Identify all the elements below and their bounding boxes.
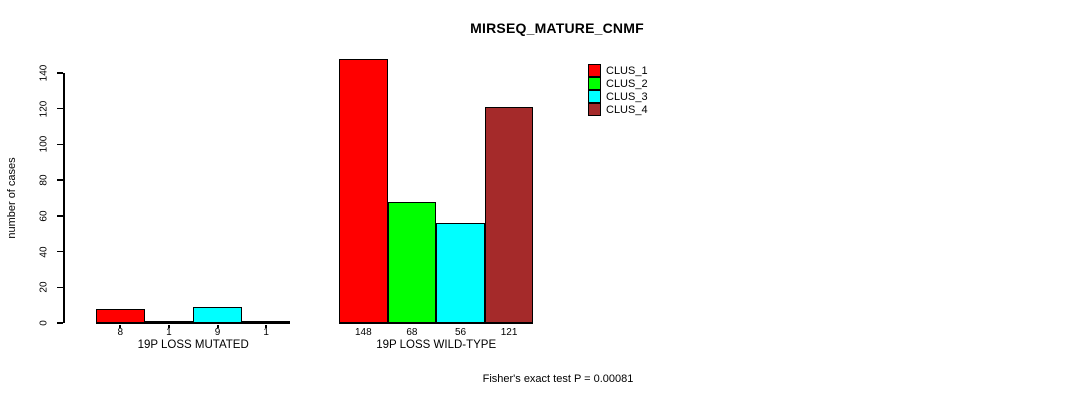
legend-label-clus_2: CLUS_2	[606, 77, 648, 90]
bar-value-label: 8	[117, 327, 124, 338]
y-axis-tick-label: 0	[38, 320, 50, 326]
y-axis-tick	[57, 322, 63, 324]
bar-clus_1-group1	[96, 308, 145, 323]
legend: CLUS_1 CLUS_2 CLUS_3 CLUS_4	[588, 64, 648, 116]
y-axis-tick	[57, 107, 63, 110]
y-axis-tick-label: 60	[38, 210, 50, 222]
y-axis-label: number of cases	[6, 157, 18, 239]
y-axis-tick	[57, 179, 63, 181]
bar-name-tick	[265, 325, 268, 328]
bar-value-label: 68	[406, 327, 418, 338]
bar-value-label: 121	[500, 327, 518, 338]
x-axis-baseline	[339, 322, 534, 324]
y-axis-tick	[57, 250, 63, 253]
bar-value-label: 148	[354, 327, 372, 338]
y-axis-tick-label: 80	[38, 174, 50, 186]
y-axis-tick-label: 120	[38, 100, 50, 118]
bar-clus_4-group1	[241, 321, 291, 323]
legend-label-clus_4: CLUS_4	[606, 103, 648, 116]
chart-title: MIRSEQ_MATURE_CNMF	[470, 20, 644, 36]
legend-swatch-clus_3	[588, 90, 601, 103]
bar-value-label: 1	[166, 327, 172, 338]
y-axis-tick-label: 100	[38, 136, 50, 153]
bar-clus_2-group2	[387, 201, 437, 323]
x-axis-baseline	[96, 322, 291, 324]
legend-label-clus_1: CLUS_1	[606, 64, 648, 77]
legend-row-clus_1: CLUS_1	[588, 64, 648, 77]
y-axis-tick-label: 20	[38, 281, 50, 293]
bar-clus_1-group2	[339, 58, 388, 323]
legend-label-clus_3: CLUS_3	[606, 90, 648, 103]
bar-clus_4-group2	[484, 106, 534, 323]
group-label-2: 19P LOSS WILD-TYPE	[376, 339, 497, 351]
bar-value-label: 1	[263, 327, 269, 338]
annotation-fisher-test: Fisher's exact test P = 0.00081	[482, 373, 634, 385]
y-axis-tick-label: 40	[38, 246, 50, 258]
bar-value-label: 9	[214, 327, 221, 338]
bar-value-label: 56	[454, 327, 467, 338]
legend-row-clus_2: CLUS_2	[588, 77, 648, 90]
legend-swatch-clus_1	[588, 64, 601, 77]
legend-swatch-clus_2	[588, 77, 601, 90]
y-axis-tick	[57, 286, 63, 289]
bar-name-tick	[119, 325, 122, 328]
bar-name-tick	[167, 325, 170, 328]
legend-row-clus_4: CLUS_4	[588, 103, 648, 116]
y-axis-tick	[57, 215, 63, 217]
y-axis-tick	[57, 72, 63, 74]
bar-name-tick	[216, 325, 219, 328]
bar-clus_3-group2	[436, 223, 485, 323]
y-axis-tick	[57, 143, 63, 146]
legend-swatch-clus_4	[588, 103, 601, 116]
y-axis-tick-label: 140	[38, 64, 50, 82]
y-axis-line	[63, 73, 65, 323]
group-label-1: 19P LOSS MUTATED	[137, 339, 249, 351]
legend-row-clus_3: CLUS_3	[588, 90, 648, 103]
bar-clus_3-group1	[193, 306, 242, 323]
bar-clus_2-group1	[144, 321, 194, 323]
